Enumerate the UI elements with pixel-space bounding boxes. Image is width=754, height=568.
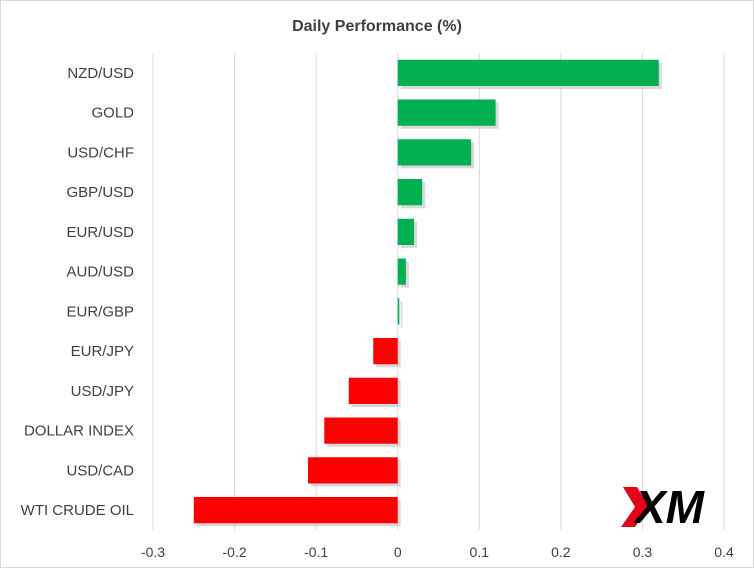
x-tick-label: 0.3 xyxy=(633,544,653,560)
category-label: USD/JPY xyxy=(71,383,134,400)
category-label: AUD/USD xyxy=(66,264,134,281)
logo-text: XM xyxy=(632,481,706,533)
bar xyxy=(307,457,398,484)
category-label: WTI CRUDE OIL xyxy=(21,502,134,519)
category-label: DOLLAR INDEX xyxy=(24,423,134,440)
bar xyxy=(193,497,398,524)
bar xyxy=(348,377,398,404)
x-axis-ticks: -0.3 -0.2 -0.1 0 0.1 0.2 0.3 0.4 xyxy=(141,544,734,560)
x-tick-label: -0.1 xyxy=(304,544,328,560)
category-label: GOLD xyxy=(91,105,134,122)
gridlines xyxy=(152,53,725,530)
x-tick-label: 0.1 xyxy=(470,544,490,560)
x-tick-label: -0.3 xyxy=(141,544,165,560)
xm-logo: XM xyxy=(621,481,706,533)
bars xyxy=(193,59,662,527)
bar xyxy=(397,258,406,285)
category-label: USD/CAD xyxy=(66,462,134,479)
bar xyxy=(373,338,398,365)
bar xyxy=(397,59,659,86)
category-label: NZD/USD xyxy=(67,65,134,82)
category-label: GBP/USD xyxy=(66,184,134,201)
x-tick-label: -0.2 xyxy=(223,544,247,560)
bar xyxy=(397,179,423,206)
bar xyxy=(397,218,415,245)
bar xyxy=(324,417,398,444)
chart-title: Daily Performance (%) xyxy=(292,18,462,35)
category-label: USD/CHF xyxy=(67,144,134,161)
bar-shadow xyxy=(400,301,403,328)
x-tick-label: 0.2 xyxy=(551,544,571,560)
bar xyxy=(397,99,496,126)
category-labels: NZD/USD GOLD USD/CHF GBP/USD EUR/USD AUD/USD E… xyxy=(21,65,135,519)
bar xyxy=(397,298,400,325)
category-label: EUR/GBP xyxy=(66,303,134,320)
category-label: EUR/JPY xyxy=(71,343,134,360)
x-tick-label: 0.4 xyxy=(714,544,734,560)
logo-mark-icon xyxy=(621,487,649,527)
category-label: EUR/USD xyxy=(66,224,134,241)
x-tick-label: 0 xyxy=(394,544,402,560)
bar xyxy=(397,139,472,166)
